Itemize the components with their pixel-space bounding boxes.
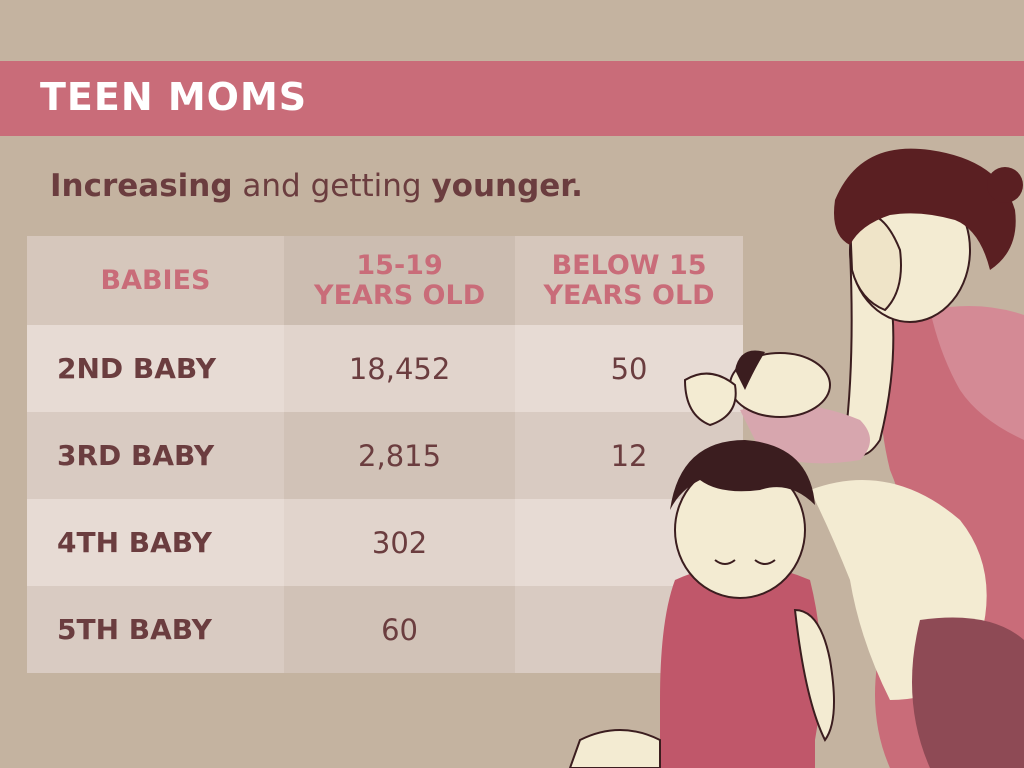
subtitle-emphasis-1: Increasing — [50, 168, 233, 204]
toddler-leg — [568, 729, 661, 768]
row-label: 2ND BABY — [27, 325, 285, 412]
subtitle-middle: and getting — [232, 168, 432, 204]
column-header-15-19-line2: YEARS OLD — [314, 279, 486, 311]
column-header-15-19: 15-19 YEARS OLD — [284, 236, 516, 325]
toddler-hair — [670, 440, 815, 510]
column-header-15-19-line1: 15-19 — [356, 249, 443, 281]
data-table: BABIES 15-19 YEARS OLD BELOW 15 YEARS OLD … — [27, 236, 743, 673]
cell-15-19: 18,452 — [284, 325, 516, 412]
toddler-arm — [793, 608, 835, 742]
mother-skirt — [912, 617, 1024, 768]
cell-15-19: 2,815 — [284, 412, 516, 499]
table-row: 2ND BABY 18,452 50 — [27, 325, 743, 412]
column-header-below-15-line2: YEARS OLD — [543, 279, 715, 311]
cell-15-19: 302 — [284, 499, 516, 586]
mother-with-children-illustration — [568, 148, 1024, 768]
toddler-eye — [754, 559, 776, 565]
baby-hair — [735, 350, 765, 390]
row-label: 5TH BABY — [27, 586, 285, 673]
table-header-row: BABIES 15-19 YEARS OLD BELOW 15 YEARS OLD — [27, 236, 743, 325]
column-header-below-15: BELOW 15 YEARS OLD — [515, 236, 743, 325]
mother-hair-bun — [987, 167, 1023, 203]
column-header-babies-text: BABIES — [100, 264, 211, 296]
mother-hair — [834, 148, 1016, 270]
toddler-shirt — [660, 565, 822, 768]
column-header-babies: BABIES — [27, 236, 285, 325]
subtitle: Increasing and getting younger. — [50, 168, 583, 204]
toddler-eye — [714, 559, 736, 565]
cell-15-19: 60 — [284, 586, 516, 673]
title-banner: TEEN MOMS — [0, 61, 1024, 136]
subtitle-emphasis-2: younger. — [431, 168, 583, 204]
row-label: 4TH BABY — [27, 499, 285, 586]
mother-shawl — [930, 306, 1024, 440]
page-title: TEEN MOMS — [40, 75, 308, 119]
baby-hand — [683, 372, 737, 427]
row-label: 3RD BABY — [27, 412, 285, 499]
column-header-below-15-line1: BELOW 15 — [551, 249, 707, 281]
